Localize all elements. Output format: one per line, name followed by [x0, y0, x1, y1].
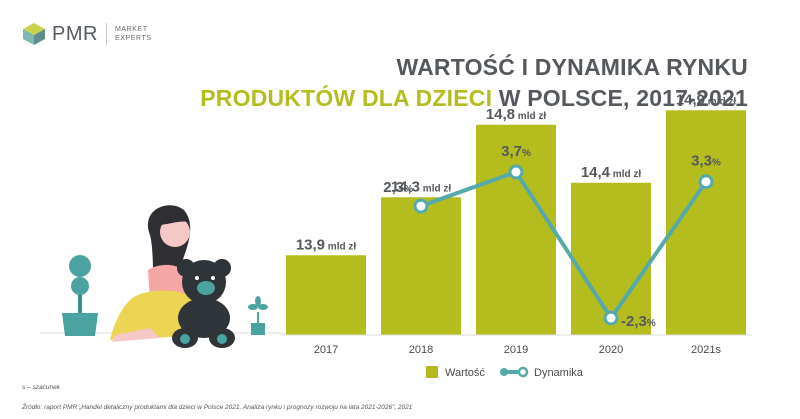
x-tick-label-2020: 2020: [599, 344, 623, 356]
pmr-logo: PMR MARKET EXPERTS: [22, 22, 152, 46]
bar-value-label-2018: 14,3 mld zł: [391, 178, 452, 195]
bar-value-label-2020: 14,4 mld zł: [581, 164, 642, 181]
title-line-1: WARTOŚĆ I DYNAMIKA RYNKU: [396, 54, 748, 80]
bar-2018: [381, 197, 461, 335]
dynamika-label-2018: 2,3%: [383, 179, 413, 196]
dynamika-line: [420, 170, 708, 320]
legend-label-dynamika: Dynamika: [534, 367, 584, 379]
bar-value-label-2017: 13,9 mld zł: [296, 236, 357, 253]
bar-value-label-2019: 14,8 mld zł: [486, 106, 547, 123]
legend-swatch-wartosc: [426, 366, 438, 378]
legend-dot-dynamika-right: [517, 366, 529, 378]
dynamika-point-2018: [413, 198, 429, 214]
x-tick-label-2017: 2017: [314, 344, 338, 356]
cube-icon: [23, 23, 45, 45]
logo-tagline: MARKET EXPERTS: [115, 25, 152, 43]
dynamika-point-2020: [603, 310, 619, 326]
x-tick-label-2021s: 2021s: [691, 344, 721, 356]
title-line-2: PRODUKTÓW DLA DZIECI W POLSCE, 2017-2021: [200, 82, 748, 114]
chart-title: WARTOŚĆ I DYNAMIKA RYNKU PRODUKTÓW DLA D…: [200, 52, 748, 114]
logo-wordmark: PMR: [52, 22, 98, 45]
title-rest: W POLSCE, 2017-2021: [498, 85, 748, 111]
logo-tagline-line1: MARKET: [114, 26, 148, 33]
dynamika-label-2020: -2,3%: [621, 313, 656, 330]
x-tick-label-2019: 2019: [504, 344, 528, 356]
footnote-source: Źródło: raport PMR „Handel detaliczny pr…: [22, 404, 413, 411]
title-highlight: PRODUKTÓW DLA DZIECI: [200, 85, 493, 111]
logo-tagline-line2: EXPERTS: [114, 35, 152, 42]
dynamika-point-2019: [508, 164, 524, 180]
bar-2020: [571, 182, 651, 335]
dynamika-point-2021s: [698, 174, 714, 190]
dynamika-label-2021s: 3,3%: [691, 153, 721, 170]
bar-value-label-2021s: 14,9 mld zł: [676, 91, 737, 108]
logo-divider: [105, 23, 107, 45]
legend-label-wartosc: Wartość: [445, 367, 485, 379]
bar-2019: [476, 124, 556, 335]
x-tick-label-2018: 2018: [409, 344, 433, 356]
footnote-estimate: s – szacunek: [22, 384, 60, 391]
dynamika-label-2019: 3,7%: [501, 143, 531, 160]
bar-2017: [286, 255, 366, 335]
legend-dot-dynamika-left: [500, 368, 508, 376]
